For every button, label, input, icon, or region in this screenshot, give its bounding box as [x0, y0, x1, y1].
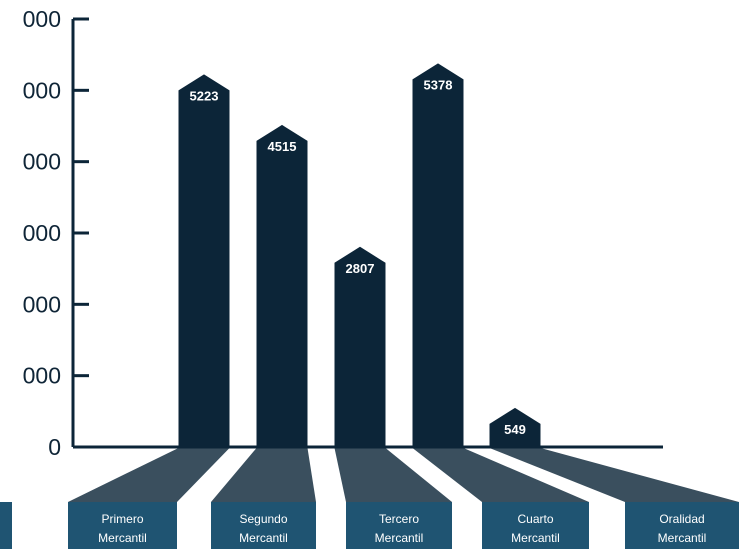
bar — [256, 124, 308, 448]
bar-value-label: 5378 — [424, 77, 453, 92]
category-ribbon — [211, 448, 316, 502]
category-label-box — [346, 502, 452, 549]
category-label: Cuarto — [517, 512, 553, 526]
category-label: Segundo — [239, 512, 287, 526]
category-label: Mercantil — [98, 531, 147, 545]
category-label: Tercero — [379, 512, 419, 526]
y-tick-label: 000 — [23, 363, 61, 389]
category-label: Mercantil — [658, 531, 707, 545]
bar — [178, 74, 230, 448]
bar — [412, 63, 464, 448]
category-label: Mercantil — [375, 531, 424, 545]
category-label: Mercantil — [511, 531, 560, 545]
bar-value-label: 4515 — [268, 139, 297, 154]
bar-value-label: 549 — [504, 422, 526, 437]
category-label-layer: Primero Mercantil Segundo Mercantil Tercero M… — [0, 502, 739, 549]
y-tick-label: 000 — [23, 6, 61, 32]
category-label-box-offscreen — [0, 502, 12, 549]
y-tick-label: 0 — [48, 434, 61, 460]
bar — [489, 407, 541, 447]
bar-value-label: 2807 — [346, 261, 375, 276]
category-label: Primero — [101, 512, 143, 526]
category-label-box — [211, 502, 316, 549]
bars-layer: 5223 4515 2807 5378 549 — [178, 63, 541, 448]
category-ribbon — [489, 448, 739, 502]
bar-value-label: 5223 — [190, 88, 219, 103]
category-ribbon — [334, 448, 452, 502]
category-label-box — [625, 502, 739, 549]
ribbon-layer — [68, 448, 739, 502]
category-label-box — [482, 502, 589, 549]
y-tick-label: 000 — [23, 149, 61, 175]
bar — [334, 246, 386, 447]
category-label: Mercantil — [239, 531, 288, 545]
category-ribbon — [412, 448, 589, 502]
category-ribbon — [68, 448, 230, 502]
y-tick-label: 000 — [23, 77, 61, 103]
y-tick-label: 000 — [23, 220, 61, 246]
category-label-box — [68, 502, 177, 549]
y-tick-label: 000 — [23, 291, 61, 317]
category-label: Oralidad — [659, 512, 704, 526]
